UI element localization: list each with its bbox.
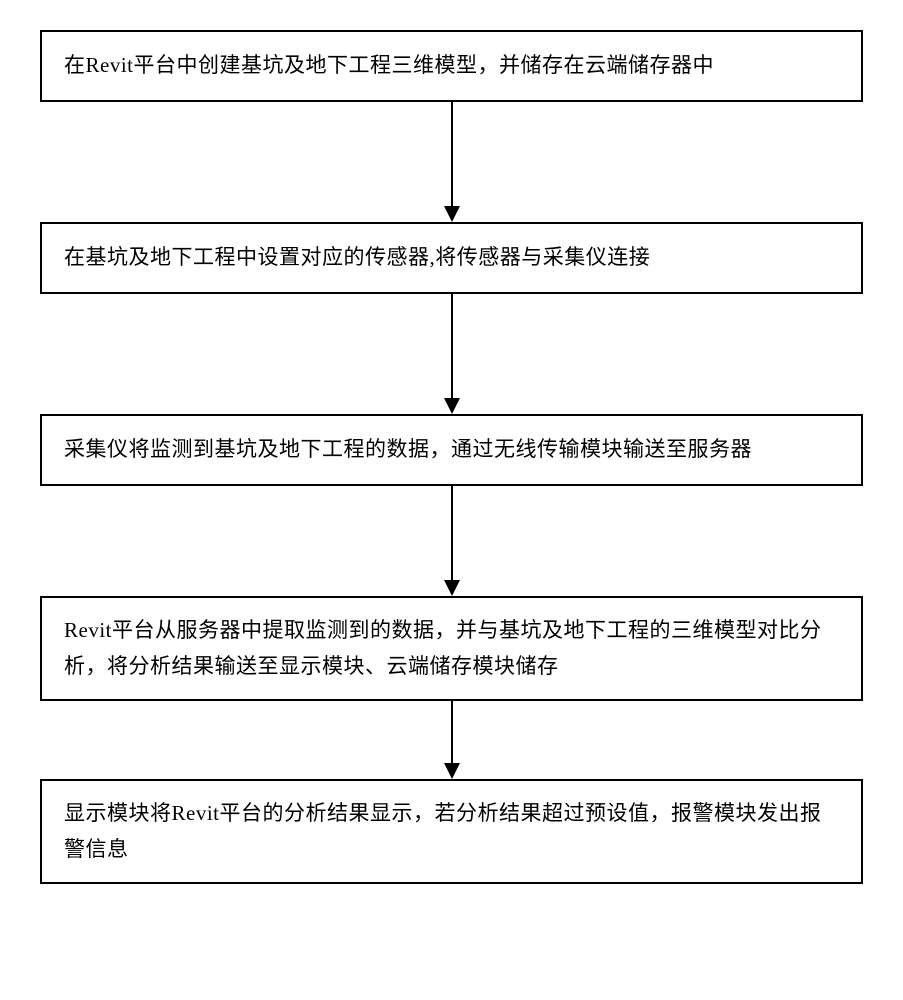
arrow-down-icon [442, 701, 462, 779]
flow-step-2: 在基坑及地下工程中设置对应的传感器,将传感器与采集仪连接 [40, 222, 863, 294]
arrow-down-icon [442, 102, 462, 222]
arrow-1 [40, 102, 863, 222]
arrow-4 [40, 701, 863, 779]
arrow-3 [40, 486, 863, 596]
arrow-down-icon [442, 486, 462, 596]
flow-step-3: 采集仪将监测到基坑及地下工程的数据，通过无线传输模块输送至服务器 [40, 414, 863, 486]
flow-step-1-text: 在Revit平台中创建基坑及地下工程三维模型，并储存在云端储存器中 [64, 48, 714, 84]
flow-step-3-text: 采集仪将监测到基坑及地下工程的数据，通过无线传输模块输送至服务器 [64, 432, 752, 468]
flow-step-5: 显示模块将Revit平台的分析结果显示，若分析结果超过预设值，报警模块发出报警信… [40, 779, 863, 884]
flow-step-4-text: Revit平台从服务器中提取监测到的数据，并与基坑及地下工程的三维模型对比分析，… [64, 613, 839, 684]
flow-step-4: Revit平台从服务器中提取监测到的数据，并与基坑及地下工程的三维模型对比分析，… [40, 596, 863, 701]
flow-step-5-text: 显示模块将Revit平台的分析结果显示，若分析结果超过预设值，报警模块发出报警信… [64, 796, 839, 867]
flowchart-container: 在Revit平台中创建基坑及地下工程三维模型，并储存在云端储存器中 在基坑及地下… [0, 0, 903, 914]
arrow-2 [40, 294, 863, 414]
arrow-down-icon [442, 294, 462, 414]
flow-step-2-text: 在基坑及地下工程中设置对应的传感器,将传感器与采集仪连接 [64, 240, 650, 276]
flow-step-1: 在Revit平台中创建基坑及地下工程三维模型，并储存在云端储存器中 [40, 30, 863, 102]
